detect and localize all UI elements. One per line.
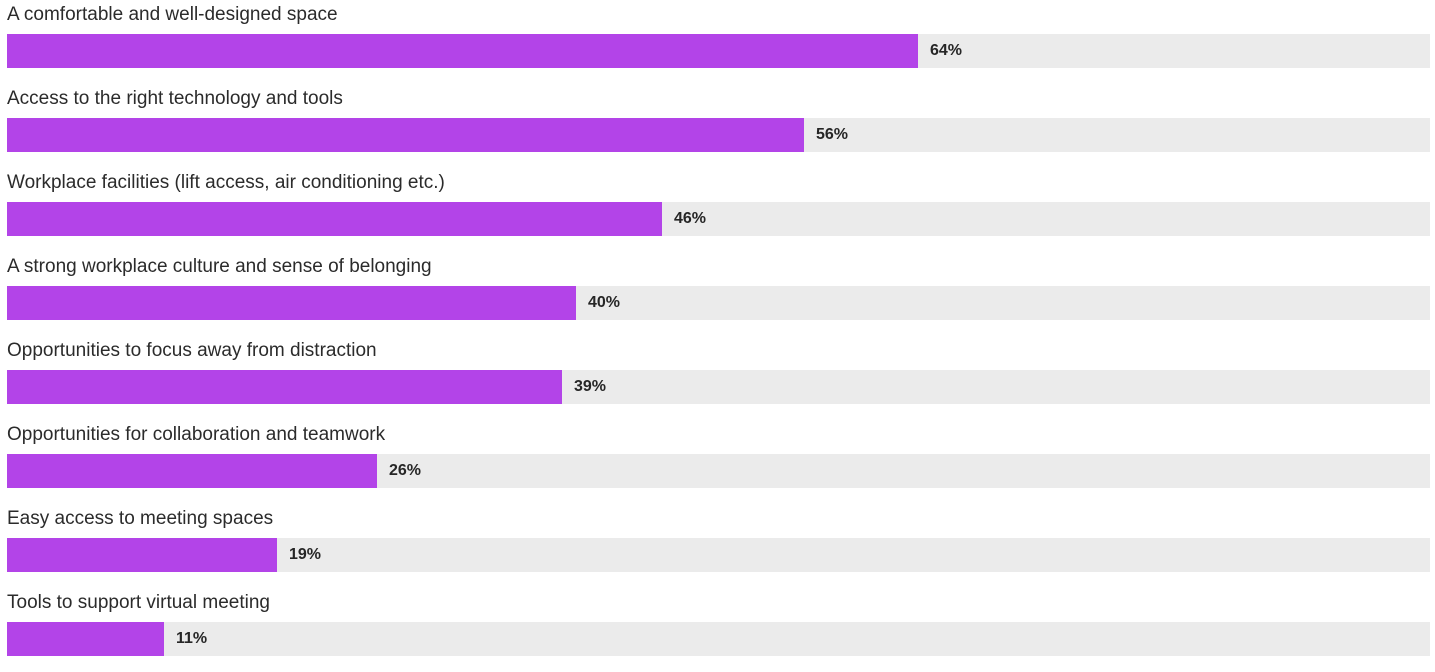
bar-row: A comfortable and well-designed space 64% <box>0 0 1435 84</box>
bar-row: Workplace facilities (lift access, air c… <box>0 168 1435 252</box>
value-label: 26% <box>389 462 422 479</box>
value-label: 64% <box>930 42 963 59</box>
category-label: Opportunities to focus away from distrac… <box>7 340 377 361</box>
bar <box>7 34 918 68</box>
category-label: Easy access to meeting spaces <box>7 508 274 529</box>
value-label: 39% <box>574 378 607 395</box>
bar <box>7 202 662 236</box>
category-label: A comfortable and well-designed space <box>7 4 338 25</box>
bar <box>7 538 277 572</box>
bar <box>7 370 562 404</box>
bar <box>7 118 804 152</box>
bar <box>7 454 377 488</box>
horizontal-bar-chart: A comfortable and well-designed space 64%… <box>0 0 1435 656</box>
category-label: A strong workplace culture and sense of … <box>7 256 432 277</box>
category-label: Workplace facilities (lift access, air c… <box>7 172 445 193</box>
bar-row: Opportunities to focus away from distrac… <box>0 336 1435 420</box>
category-label: Access to the right technology and tools <box>7 88 343 109</box>
category-label: Tools to support virtual meeting <box>7 592 270 613</box>
bar-row: A strong workplace culture and sense of … <box>0 252 1435 336</box>
bar-track: 40% <box>7 286 1430 320</box>
bar <box>7 286 576 320</box>
bar-row: Access to the right technology and tools… <box>0 84 1435 168</box>
bar-track: 64% <box>7 34 1430 68</box>
value-label: 11% <box>176 630 208 647</box>
value-label: 19% <box>289 546 322 563</box>
value-label: 46% <box>674 210 707 227</box>
bar-track: 39% <box>7 370 1430 404</box>
bar-track: 56% <box>7 118 1430 152</box>
bar-track: 46% <box>7 202 1430 236</box>
bar <box>7 622 164 656</box>
bar-track: 11% <box>7 622 1430 656</box>
bar-track: 19% <box>7 538 1430 572</box>
value-label: 40% <box>588 294 621 311</box>
value-label: 56% <box>816 126 849 143</box>
category-label: Opportunities for collaboration and team… <box>7 424 386 445</box>
bar-row: Tools to support virtual meeting 11% <box>0 588 1435 672</box>
bar-row: Easy access to meeting spaces 19% <box>0 504 1435 588</box>
bar-row: Opportunities for collaboration and team… <box>0 420 1435 504</box>
bar-track: 26% <box>7 454 1430 488</box>
